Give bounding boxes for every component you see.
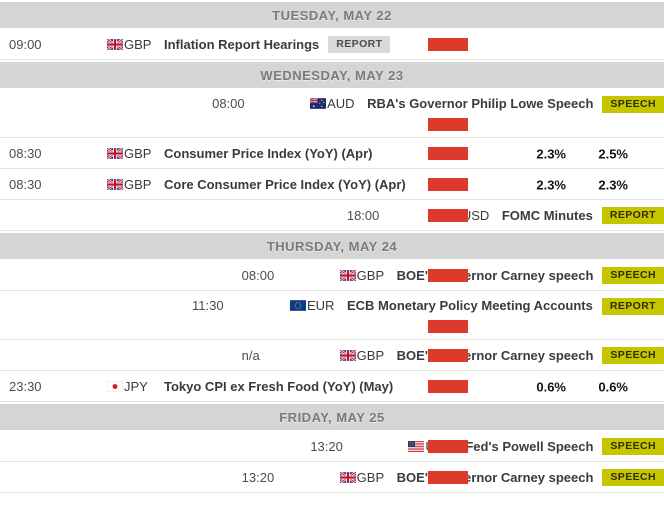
event-row[interactable]: n/a GBP BOE's Governor Carney speech SPEECH bbox=[0, 341, 664, 371]
speech-badge[interactable]: SPEECH bbox=[602, 469, 664, 486]
previous-value: 0.6% bbox=[598, 379, 628, 394]
event-time: 13:20 bbox=[241, 470, 275, 485]
volatility-bar bbox=[428, 440, 468, 453]
volatility-bar bbox=[428, 349, 468, 362]
flag-currency: GBP bbox=[107, 37, 164, 52]
event-row[interactable]: 08:00 GBP BOE's Governor Carney speech SPEE… bbox=[0, 261, 664, 291]
consensus-value: 2.3% bbox=[536, 177, 566, 192]
gbp-flag-icon bbox=[107, 148, 123, 159]
currency-code: EUR bbox=[307, 298, 335, 313]
speech-badge[interactable]: SPEECH bbox=[602, 347, 664, 364]
event-row[interactable]: 08:30 GBP Core Consumer Price Index (YoY) … bbox=[0, 170, 664, 200]
currency-code: AUD bbox=[327, 96, 355, 111]
event-row[interactable]: 13:20 GBP BOE's Governor Carney speech SPEE… bbox=[0, 463, 664, 493]
event-title: BOE's Governor Carney speech bbox=[396, 268, 594, 283]
event-title: Tokyo CPI ex Fresh Food (YoY) (May) bbox=[164, 379, 394, 394]
volatility-bar bbox=[428, 471, 468, 484]
aud-flag-icon bbox=[310, 98, 327, 109]
event-title: BOE's Governor Carney speech bbox=[396, 470, 594, 485]
gbp-flag-icon bbox=[107, 179, 123, 190]
gbp-flag-icon bbox=[339, 270, 356, 281]
day-header: TUESDAY, MAY 22 bbox=[0, 2, 664, 28]
flag-currency: GBP bbox=[339, 268, 397, 283]
event-time: 23:30 bbox=[9, 379, 42, 394]
event-row[interactable]: 08:00 AUD RBA's Governor Philip Lowe Speec… bbox=[0, 90, 664, 138]
currency-code: JPY bbox=[124, 379, 148, 394]
event-time: 11:30 bbox=[192, 298, 224, 313]
event-time: 08:30 bbox=[9, 146, 42, 161]
event-time: 08:00 bbox=[212, 96, 245, 111]
speech-badge[interactable]: SPEECH bbox=[602, 96, 664, 113]
volatility-bar bbox=[428, 38, 468, 51]
event-title: RBA's Governor Philip Lowe Speech bbox=[367, 96, 594, 111]
currency-code: GBP bbox=[356, 348, 385, 363]
jpy-flag-icon bbox=[107, 381, 123, 392]
day-header: FRIDAY, MAY 25 bbox=[0, 404, 664, 430]
event-time: 08:00 bbox=[241, 268, 275, 283]
event-row[interactable]: 08:30 GBP Consumer Price Index (YoY) (Apr)… bbox=[0, 139, 664, 169]
previous-value: 2.5% bbox=[598, 146, 628, 161]
speech-badge[interactable]: SPEECH bbox=[602, 438, 664, 455]
consensus-value: 0.6% bbox=[536, 379, 566, 394]
gbp-flag-icon bbox=[339, 472, 356, 483]
speech-badge[interactable]: SPEECH bbox=[602, 267, 664, 284]
event-title: BOE's Governor Carney speech bbox=[396, 348, 594, 363]
volatility-bar bbox=[428, 320, 468, 333]
event-row[interactable]: 23:30 JPY Tokyo CPI ex Fresh Food (YoY) (M… bbox=[0, 372, 664, 402]
event-row[interactable]: 18:00 USD FOMC Minutes REPORT bbox=[0, 201, 664, 231]
eur-flag-icon bbox=[290, 300, 306, 311]
event-row[interactable]: 09:00 GBP Inflation Report Hearings REPORT bbox=[0, 30, 664, 60]
event-title: Core Consumer Price Index (YoY) (Apr) bbox=[164, 177, 406, 192]
day-header: WEDNESDAY, MAY 23 bbox=[0, 62, 664, 88]
report-badge[interactable]: REPORT bbox=[328, 36, 391, 53]
volatility-bar bbox=[428, 147, 468, 160]
report-badge[interactable]: REPORT bbox=[601, 207, 664, 224]
event-title: Fed's Powell Speech bbox=[465, 439, 594, 454]
event-time: 08:30 bbox=[9, 177, 42, 192]
flag-currency: AUD bbox=[310, 96, 367, 111]
gbp-flag-icon bbox=[107, 39, 123, 50]
report-badge[interactable]: REPORT bbox=[601, 298, 664, 315]
currency-code: GBP bbox=[124, 177, 152, 192]
flag-currency: GBP bbox=[339, 470, 397, 485]
event-time: 18:00 bbox=[346, 208, 380, 223]
currency-code: USD bbox=[461, 208, 490, 223]
currency-code: GBP bbox=[356, 470, 385, 485]
currency-code: GBP bbox=[124, 37, 152, 52]
flag-currency: JPY bbox=[107, 379, 164, 394]
volatility-bar bbox=[428, 118, 468, 131]
flag-currency: EUR bbox=[290, 298, 347, 313]
gbp-flag-icon bbox=[339, 350, 356, 361]
flag-currency: GBP bbox=[107, 177, 164, 192]
volatility-bar bbox=[428, 209, 468, 222]
volatility-bar bbox=[428, 380, 468, 393]
usd-flag-icon bbox=[408, 441, 425, 452]
volatility-bar bbox=[428, 269, 468, 282]
volatility-bar bbox=[428, 178, 468, 191]
event-time: n/a bbox=[241, 348, 260, 363]
currency-code: GBP bbox=[124, 146, 152, 161]
event-time: 13:20 bbox=[310, 439, 343, 454]
day-header: THURSDAY, MAY 24 bbox=[0, 233, 664, 259]
event-title: Consumer Price Index (YoY) (Apr) bbox=[164, 146, 373, 161]
previous-value: 2.3% bbox=[598, 177, 628, 192]
event-title: ECB Monetary Policy Meeting Accounts bbox=[347, 298, 593, 313]
consensus-value: 2.3% bbox=[536, 146, 566, 161]
currency-code: GBP bbox=[356, 268, 385, 283]
event-time: 09:00 bbox=[9, 37, 42, 52]
flag-currency: GBP bbox=[107, 146, 164, 161]
event-title: FOMC Minutes bbox=[501, 208, 593, 223]
event-row[interactable]: 11:30 EUR ECB Monetary Policy Meeting Acco… bbox=[0, 292, 664, 340]
event-title: Inflation Report Hearings bbox=[164, 37, 320, 52]
flag-currency: GBP bbox=[339, 348, 397, 363]
